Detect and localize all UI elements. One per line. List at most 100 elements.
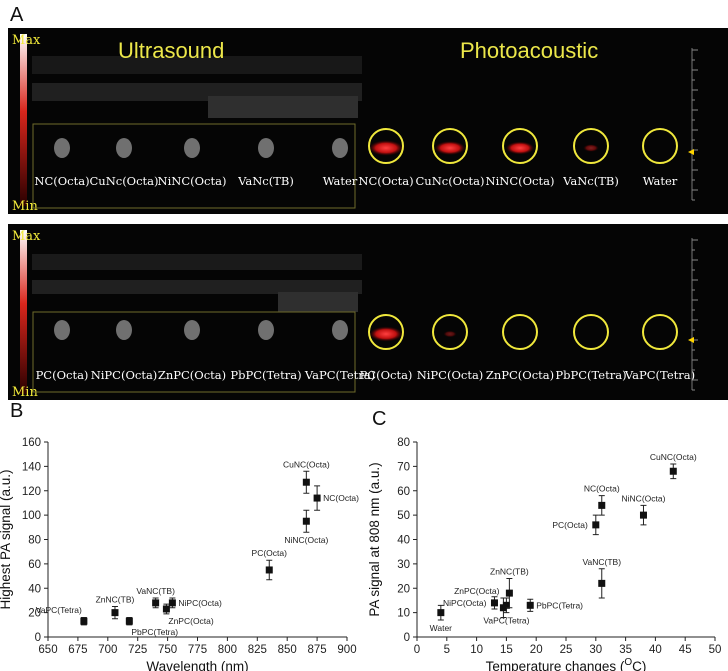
point-label: CuNC(Octa) — [283, 459, 330, 469]
data-points: Water NiPC(Octa) ZnPC(Octa) VaPC(Tetra) ZnNC… — [430, 452, 697, 633]
point-label: PC(Octa) — [252, 548, 288, 558]
y-tick-label: 20 — [28, 608, 41, 620]
panel-label-c: C — [372, 408, 387, 430]
data-marker — [302, 478, 310, 486]
x-tick-label: 875 — [308, 644, 327, 656]
x-tick-label: 45 — [679, 644, 692, 656]
y-tick-label: 80 — [28, 535, 41, 547]
us-echo-3 — [258, 320, 274, 340]
us-texture-band — [208, 96, 358, 118]
y-tick-label: 30 — [397, 559, 410, 571]
us-sample-label: PC(Octa) — [36, 368, 89, 382]
pa-sample-label: NC(Octa) — [358, 174, 413, 188]
point-label: Water — [430, 623, 453, 633]
point-label: VaPC(Tetra) — [483, 616, 529, 626]
us-sample-label: NC(Octa) — [34, 174, 89, 188]
pa-sample-label: PC(Octa) — [360, 368, 413, 382]
pa-well-circle — [368, 314, 404, 350]
y-tick-label: 50 — [397, 510, 410, 522]
imaging-panel-bottom: Max Min PC(Octa) NiPC(Octa) ZnPC(Octa) PbPC… — [8, 224, 728, 400]
pa-well-circle — [573, 314, 609, 350]
y-tick-label: 10 — [397, 608, 410, 620]
x-axis-title: Wavelength (nm) — [146, 659, 248, 671]
pa-signal-3 — [583, 144, 599, 152]
pa-well-circle — [502, 128, 538, 164]
us-echo-0 — [54, 138, 70, 158]
data-marker — [162, 605, 170, 613]
data-marker — [302, 517, 310, 525]
point-label: NC(Octa) — [323, 493, 359, 503]
point-label: NiPC(Octa) — [178, 598, 222, 608]
data-marker — [526, 601, 534, 609]
x-tick-label: 0 — [414, 644, 420, 656]
colorbar-bottom — [20, 230, 27, 394]
pa-well-circle — [368, 128, 404, 164]
x-tick-label: 40 — [649, 644, 662, 656]
y-tick-label: 140 — [22, 461, 41, 473]
scale-min-label-top: Min — [12, 199, 38, 214]
colorbar-top — [20, 34, 27, 206]
point-label: PbPC(Tetra) — [536, 600, 583, 610]
x-tick-label: 5 — [444, 644, 450, 656]
axes: 650 675 700 725 750 775 800 825 850 875 900 0 20 40 60… — [22, 437, 357, 656]
us-sample-label: VaPC(Tetra) — [304, 368, 375, 382]
y-tick-label: 40 — [28, 583, 41, 595]
x-tick-label: 10 — [470, 644, 483, 656]
chart-c-temperature: 0 5 10 15 20 25 30 35 40 45 50 0 10 20 30 40 50 60 70 80 Tem… — [367, 437, 721, 671]
scale-max-label-bottom: Max — [12, 229, 41, 244]
pa-sample-label: NiPC(Octa) — [417, 368, 484, 382]
x-axis-title: Temperature changes (OC) — [486, 657, 647, 671]
x-tick-label: 20 — [530, 644, 543, 656]
data-marker — [265, 566, 273, 574]
point-label: ZnPC(Octa) — [168, 616, 214, 626]
pa-signal-1 — [434, 141, 466, 155]
data-marker — [313, 494, 321, 502]
point-label: NC(Octa) — [584, 484, 620, 494]
x-tick-label: 900 — [337, 644, 356, 656]
x-tick-label: 35 — [619, 644, 632, 656]
point-label: NiPC(Octa) — [443, 598, 487, 608]
pa-well-circle — [642, 128, 678, 164]
pa-sample-label: VaNc(TB) — [562, 174, 619, 188]
x-tick-label: 825 — [248, 644, 267, 656]
pa-sample-label: VaPC(Tetra) — [624, 368, 695, 382]
data-marker — [598, 501, 606, 509]
data-marker — [669, 467, 677, 475]
data-marker — [111, 609, 119, 617]
y-tick-label: 80 — [397, 437, 410, 449]
data-marker — [152, 599, 160, 607]
point-label: ZnPC(Octa) — [454, 586, 500, 596]
y-tick-label: 60 — [397, 486, 410, 498]
pa-sample-label: ZnPC(Octa) — [486, 368, 554, 382]
y-tick-label: 100 — [22, 510, 41, 522]
us-sample-label: NiPC(Octa) — [91, 368, 158, 382]
pa-sample-label: NiNC(Octa) — [486, 174, 555, 188]
y-tick-label: 60 — [28, 559, 41, 571]
us-sample-label: PbPC(Tetra) — [230, 368, 301, 382]
data-marker — [490, 599, 498, 607]
pa-sample-label: Water — [643, 174, 678, 188]
point-label: ZnNC(TB) — [490, 567, 529, 577]
pa-signal-1 — [443, 330, 457, 338]
scale-max-label-top: Max — [12, 33, 41, 48]
data-marker — [80, 617, 88, 625]
us-sample-label: Water — [323, 174, 358, 188]
us-labels-top: NC(Octa) CuNc(Octa) NiNC(Octa) VaNc(TB) Wate… — [34, 138, 358, 188]
us-roi-box — [32, 123, 356, 209]
point-label: VaPC(Tetra) — [36, 605, 82, 615]
point-label: PC(Octa) — [552, 520, 588, 530]
y-tick-label: 70 — [397, 461, 410, 473]
us-sample-label: CuNc(Octa) — [89, 174, 158, 188]
point-label: CuNC(Octa) — [650, 452, 697, 462]
depth-ruler-top — [688, 48, 698, 201]
point-label: VaNC(TB) — [136, 586, 175, 596]
us-echo-1 — [116, 138, 132, 158]
photoacoustic-title-top: Photoacoustic — [460, 38, 598, 63]
chart-b-wavelength: 650 675 700 725 750 775 800 825 850 875 900 0 20 40 60… — [0, 437, 359, 671]
x-tick-label: 15 — [500, 644, 513, 656]
x-tick-label: 25 — [560, 644, 573, 656]
pa-well-circle — [432, 128, 468, 164]
us-echo-2 — [184, 138, 200, 158]
us-texture-band — [32, 56, 362, 74]
point-label: NiNC(Octa) — [284, 535, 328, 545]
